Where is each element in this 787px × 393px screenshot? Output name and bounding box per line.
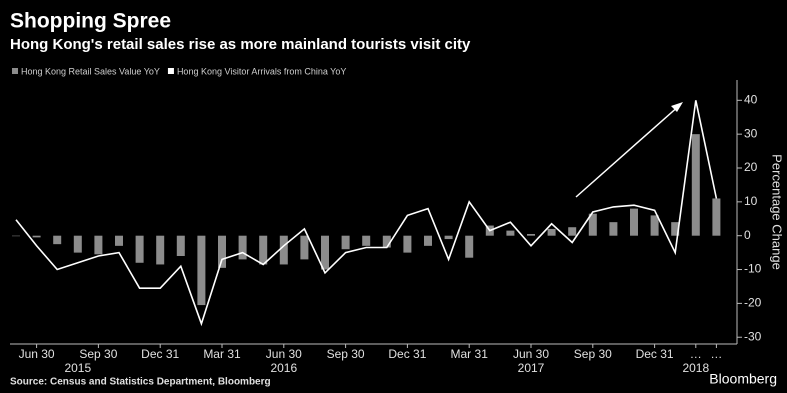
bar bbox=[506, 230, 515, 236]
bar bbox=[176, 235, 185, 256]
x-tick-label: Jun 30 bbox=[266, 347, 302, 361]
bar bbox=[73, 235, 82, 253]
x-tick-label: Mar 31 bbox=[451, 347, 489, 361]
bar bbox=[156, 235, 165, 265]
bar bbox=[259, 235, 268, 265]
bar bbox=[300, 235, 309, 260]
bar bbox=[341, 235, 350, 250]
y-tick-label: 30 bbox=[744, 126, 758, 140]
legend-label: Hong Kong Visitor Arrivals from China Yo… bbox=[177, 66, 346, 76]
bar bbox=[362, 235, 371, 246]
bar bbox=[568, 227, 577, 236]
x-year-label: 2018 bbox=[682, 361, 709, 375]
chart-title: Shopping Spree bbox=[10, 10, 171, 33]
y-tick-label: 40 bbox=[744, 92, 758, 106]
x-tick-label: Dec 31 bbox=[388, 347, 426, 361]
bar bbox=[321, 235, 329, 270]
line bbox=[15, 100, 718, 327]
y-tick-label: -20 bbox=[744, 296, 762, 310]
legend-label: Hong Kong Retail Sales Value YoY bbox=[21, 66, 160, 76]
bar bbox=[671, 222, 680, 236]
chart-subtitle: Hong Kong's retail sales rise as more ma… bbox=[10, 36, 471, 53]
bar bbox=[691, 134, 700, 236]
bar bbox=[115, 235, 123, 246]
x-tick-label: Dec 31 bbox=[141, 347, 179, 361]
bar bbox=[712, 198, 721, 236]
bar bbox=[135, 235, 144, 263]
x-tick-label: Jun 30 bbox=[513, 347, 549, 361]
bar bbox=[53, 235, 62, 245]
x-tick-label: Sep 30 bbox=[327, 347, 365, 361]
bar bbox=[382, 235, 391, 248]
x-year-label: 2017 bbox=[518, 361, 545, 375]
x-year-label: 2015 bbox=[64, 361, 91, 375]
x-tick-label: Dec 31 bbox=[636, 347, 674, 361]
x-year-label: 2016 bbox=[270, 361, 297, 375]
y-axis-label: Percentage Change bbox=[770, 154, 785, 270]
y-tick-label: 10 bbox=[744, 194, 758, 208]
bar bbox=[609, 222, 618, 236]
x-tick-label: … bbox=[710, 347, 722, 361]
x-tick-label: Sep 30 bbox=[574, 347, 612, 361]
bar bbox=[588, 213, 597, 236]
bar bbox=[197, 235, 206, 306]
bar bbox=[650, 215, 659, 236]
legend-swatch bbox=[167, 68, 174, 74]
x-tick-label: … bbox=[690, 347, 702, 361]
bar bbox=[12, 235, 20, 237]
bar bbox=[32, 235, 41, 238]
bar bbox=[403, 235, 412, 253]
bar bbox=[444, 235, 453, 240]
y-tick-label: -10 bbox=[744, 262, 762, 276]
bar bbox=[630, 208, 638, 236]
annotation-arrow bbox=[575, 102, 683, 198]
y-tick-label: 20 bbox=[744, 160, 758, 174]
legend-swatch bbox=[12, 68, 18, 74]
y-tick-label: 0 bbox=[744, 228, 751, 242]
x-tick-label: Jun 30 bbox=[19, 347, 55, 361]
bar bbox=[94, 235, 103, 255]
brand: Bloomberg bbox=[709, 371, 777, 387]
arrow-head bbox=[671, 102, 683, 112]
bar bbox=[279, 235, 288, 265]
bar bbox=[424, 235, 432, 246]
x-tick-label: Sep 30 bbox=[79, 347, 117, 361]
bar bbox=[465, 235, 474, 258]
source: Source: Census and Statistics Department… bbox=[10, 377, 271, 388]
bar bbox=[547, 228, 556, 236]
arrow-line bbox=[575, 104, 681, 198]
y-tick-label: -30 bbox=[744, 329, 762, 343]
bar bbox=[238, 235, 247, 260]
bar bbox=[527, 234, 535, 236]
x-tick-label: Mar 31 bbox=[203, 347, 241, 361]
bar bbox=[218, 235, 226, 268]
